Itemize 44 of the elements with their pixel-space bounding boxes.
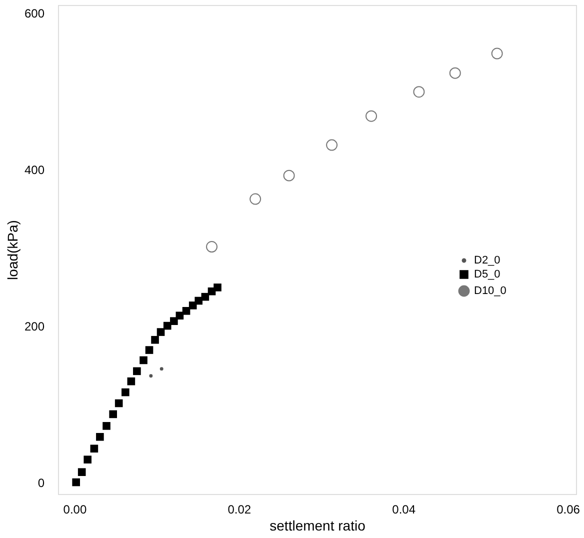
point	[90, 444, 98, 453]
point	[84, 456, 92, 464]
point	[170, 317, 178, 325]
point	[140, 356, 148, 364]
point	[491, 48, 503, 60]
point	[122, 388, 130, 396]
point	[114, 399, 123, 408]
point	[250, 193, 262, 205]
point	[366, 110, 378, 122]
point	[149, 374, 153, 378]
x-tick-label: 0.02	[228, 502, 252, 516]
x-tick-label: 0.06	[556, 502, 580, 516]
point	[72, 478, 80, 486]
legend-label: D2_0	[474, 254, 500, 266]
point	[151, 336, 159, 344]
point	[156, 328, 165, 336]
x-axis-title: settlement ratio	[270, 518, 366, 534]
point	[109, 410, 117, 418]
legend-label: D5_0	[474, 268, 500, 280]
y-tick-label: 600	[24, 6, 45, 20]
point	[194, 296, 203, 305]
y-tick-label: 400	[24, 162, 45, 177]
point	[206, 241, 218, 252]
point	[102, 422, 110, 430]
point	[133, 367, 141, 376]
point	[163, 322, 172, 330]
x-tick-label: 0.04	[392, 502, 416, 516]
point	[449, 67, 461, 79]
point	[78, 468, 86, 476]
y-tick-label: 200	[24, 319, 45, 334]
point	[176, 312, 184, 320]
point	[214, 284, 222, 292]
point	[96, 432, 104, 441]
point	[160, 367, 164, 371]
point	[413, 86, 425, 98]
point	[127, 377, 136, 386]
point	[145, 346, 154, 354]
point	[283, 170, 295, 182]
point	[182, 307, 190, 315]
x-tick-label: 0.00	[63, 502, 87, 516]
legend-label: D10_0	[474, 285, 506, 297]
point	[326, 139, 338, 151]
y-tick-label: 0	[38, 476, 45, 490]
y-axis-title: load(kPa)	[4, 220, 20, 280]
